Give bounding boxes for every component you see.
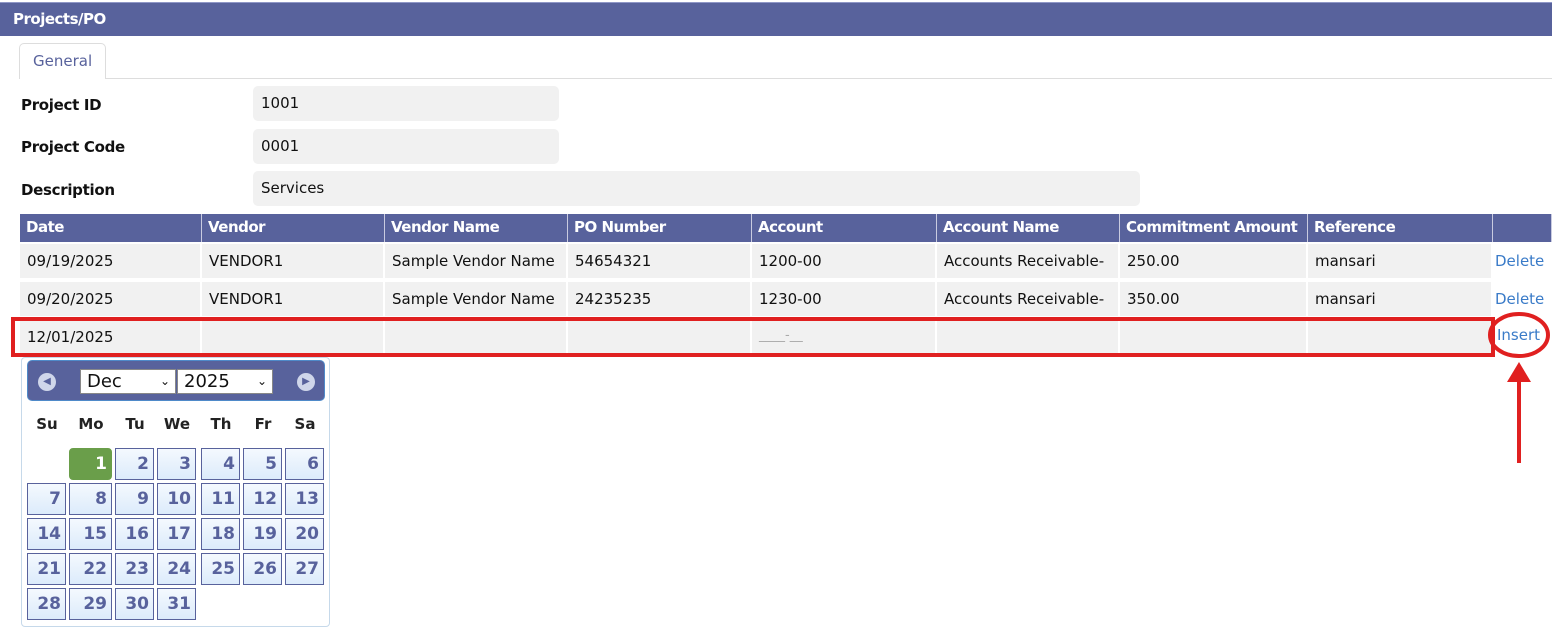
calendar-day[interactable]: 11 bbox=[201, 483, 240, 515]
project-code-label: Project Code bbox=[21, 138, 125, 156]
project-id-label: Project ID bbox=[21, 96, 102, 114]
calendar-day[interactable]: 10 bbox=[157, 483, 196, 515]
new-row-cell[interactable]: ____-__ bbox=[752, 320, 937, 354]
calendar-day-selected[interactable]: 1 bbox=[69, 448, 112, 480]
calendar-day[interactable]: 29 bbox=[69, 588, 112, 620]
annotation-arrow-head bbox=[1507, 362, 1531, 382]
calendar-day[interactable]: 30 bbox=[115, 588, 154, 620]
delete-link[interactable]: Delete bbox=[1495, 290, 1545, 308]
calendar-day[interactable]: 23 bbox=[115, 553, 154, 585]
weekday-header: Sa bbox=[294, 415, 316, 433]
calendar-day[interactable]: 19 bbox=[243, 518, 282, 550]
calendar-day[interactable]: 28 bbox=[27, 588, 66, 620]
weekday-header: Mo bbox=[78, 415, 104, 433]
calendar-day[interactable]: 14 bbox=[27, 518, 66, 550]
new-row-cell[interactable] bbox=[1308, 320, 1493, 354]
chevron-down-icon: ⌄ bbox=[256, 374, 267, 388]
new-row-cell[interactable] bbox=[937, 320, 1120, 354]
table-cell[interactable]: Accounts Receivable- bbox=[937, 282, 1120, 316]
calendar-day[interactable]: 18 bbox=[201, 518, 240, 550]
table-cell[interactable]: Sample Vendor Name bbox=[385, 282, 568, 316]
column-header[interactable] bbox=[1493, 214, 1552, 242]
window-title: Projects/PO bbox=[0, 2, 1552, 36]
calendar-day[interactable]: 7 bbox=[27, 483, 66, 515]
weekday-header: Fr bbox=[254, 415, 272, 433]
table-cell[interactable]: VENDOR1 bbox=[202, 244, 385, 278]
weekday-header: Th bbox=[210, 415, 232, 433]
weekday-header: Su bbox=[36, 415, 58, 433]
table-cell[interactable]: mansari bbox=[1308, 282, 1493, 316]
calendar-day[interactable]: 6 bbox=[285, 448, 324, 480]
column-header[interactable]: Vendor Name bbox=[385, 214, 568, 242]
year-select[interactable]: 2025 ⌄ bbox=[177, 369, 273, 394]
table-cell[interactable]: 24235235 bbox=[568, 282, 752, 316]
new-row-cell[interactable] bbox=[568, 320, 752, 354]
calendar-day[interactable]: 2 bbox=[115, 448, 154, 480]
month-select[interactable]: Dec ⌄ bbox=[80, 369, 176, 394]
column-header[interactable]: Reference bbox=[1308, 214, 1493, 242]
column-header[interactable]: Date bbox=[20, 214, 202, 242]
calendar-day[interactable]: 26 bbox=[243, 553, 282, 585]
insert-link[interactable]: Insert bbox=[1497, 326, 1541, 344]
calendar-day[interactable]: 8 bbox=[69, 483, 112, 515]
calendar-day[interactable]: 20 bbox=[285, 518, 324, 550]
calendar-day[interactable]: 13 bbox=[285, 483, 324, 515]
table-cell[interactable]: 54654321 bbox=[568, 244, 752, 278]
weekday-header: Tu bbox=[125, 415, 145, 433]
tab-general[interactable]: General bbox=[19, 43, 106, 79]
calendar-day[interactable]: 16 bbox=[115, 518, 154, 550]
calendar-day[interactable]: 3 bbox=[157, 448, 196, 480]
calendar-day[interactable]: 4 bbox=[201, 448, 240, 480]
year-value: 2025 bbox=[184, 371, 230, 392]
table-cell[interactable]: 1200-00 bbox=[752, 244, 937, 278]
table-cell[interactable]: 09/20/2025 bbox=[20, 282, 202, 316]
calendar-day[interactable]: 21 bbox=[27, 553, 66, 585]
table-cell[interactable]: 1230-00 bbox=[752, 282, 937, 316]
circle-arrow-right-icon[interactable]: ▶ bbox=[297, 373, 315, 391]
tab-divider bbox=[20, 78, 1552, 79]
circle-arrow-left-icon[interactable]: ◀ bbox=[38, 373, 56, 391]
column-header[interactable]: PO Number bbox=[568, 214, 752, 242]
table-cell[interactable]: 350.00 bbox=[1120, 282, 1308, 316]
table-cell[interactable]: 250.00 bbox=[1120, 244, 1308, 278]
description-field[interactable]: Services bbox=[253, 171, 1140, 206]
new-row-cell[interactable]: 12/01/2025 bbox=[20, 320, 202, 354]
calendar-day[interactable]: 5 bbox=[243, 448, 282, 480]
project-code-field[interactable]: 0001 bbox=[253, 129, 559, 164]
date-picker-header: ◀ Dec ⌄ 2025 ⌄ ▶ bbox=[27, 360, 325, 401]
date-picker: ◀ Dec ⌄ 2025 ⌄ ▶ Su Mo Tu We Th Fr Sa 1 2 3 4 5 6 7 8 9 10… bbox=[21, 357, 330, 627]
calendar-day[interactable]: 31 bbox=[157, 588, 196, 620]
table-cell[interactable]: 09/19/2025 bbox=[20, 244, 202, 278]
chevron-down-icon: ⌄ bbox=[159, 374, 170, 388]
calendar-day[interactable]: 9 bbox=[115, 483, 154, 515]
column-header[interactable]: Commitment Amount bbox=[1120, 214, 1308, 242]
calendar-day[interactable]: 25 bbox=[201, 553, 240, 585]
weekday-header: We bbox=[163, 415, 191, 433]
new-row-cell[interactable] bbox=[385, 320, 568, 354]
calendar-day[interactable]: 24 bbox=[157, 553, 196, 585]
column-header[interactable]: Account bbox=[752, 214, 937, 242]
calendar-day[interactable]: 22 bbox=[69, 553, 112, 585]
table-cell[interactable]: mansari bbox=[1308, 244, 1493, 278]
calendar-day[interactable]: 15 bbox=[69, 518, 112, 550]
column-header[interactable]: Vendor bbox=[202, 214, 385, 242]
table-cell[interactable]: VENDOR1 bbox=[202, 282, 385, 316]
table-cell[interactable]: Accounts Receivable- bbox=[937, 244, 1120, 278]
calendar-day[interactable]: 17 bbox=[157, 518, 196, 550]
calendar-day[interactable]: 12 bbox=[243, 483, 282, 515]
column-header[interactable]: Account Name bbox=[937, 214, 1120, 242]
new-row-cell[interactable] bbox=[202, 320, 385, 354]
table-cell[interactable]: Sample Vendor Name bbox=[385, 244, 568, 278]
new-row-cell[interactable] bbox=[1120, 320, 1308, 354]
project-id-field[interactable]: 1001 bbox=[253, 86, 559, 121]
delete-link[interactable]: Delete bbox=[1495, 252, 1545, 270]
month-value: Dec bbox=[87, 371, 122, 392]
calendar-day[interactable]: 27 bbox=[285, 553, 324, 585]
description-label: Description bbox=[21, 181, 115, 199]
